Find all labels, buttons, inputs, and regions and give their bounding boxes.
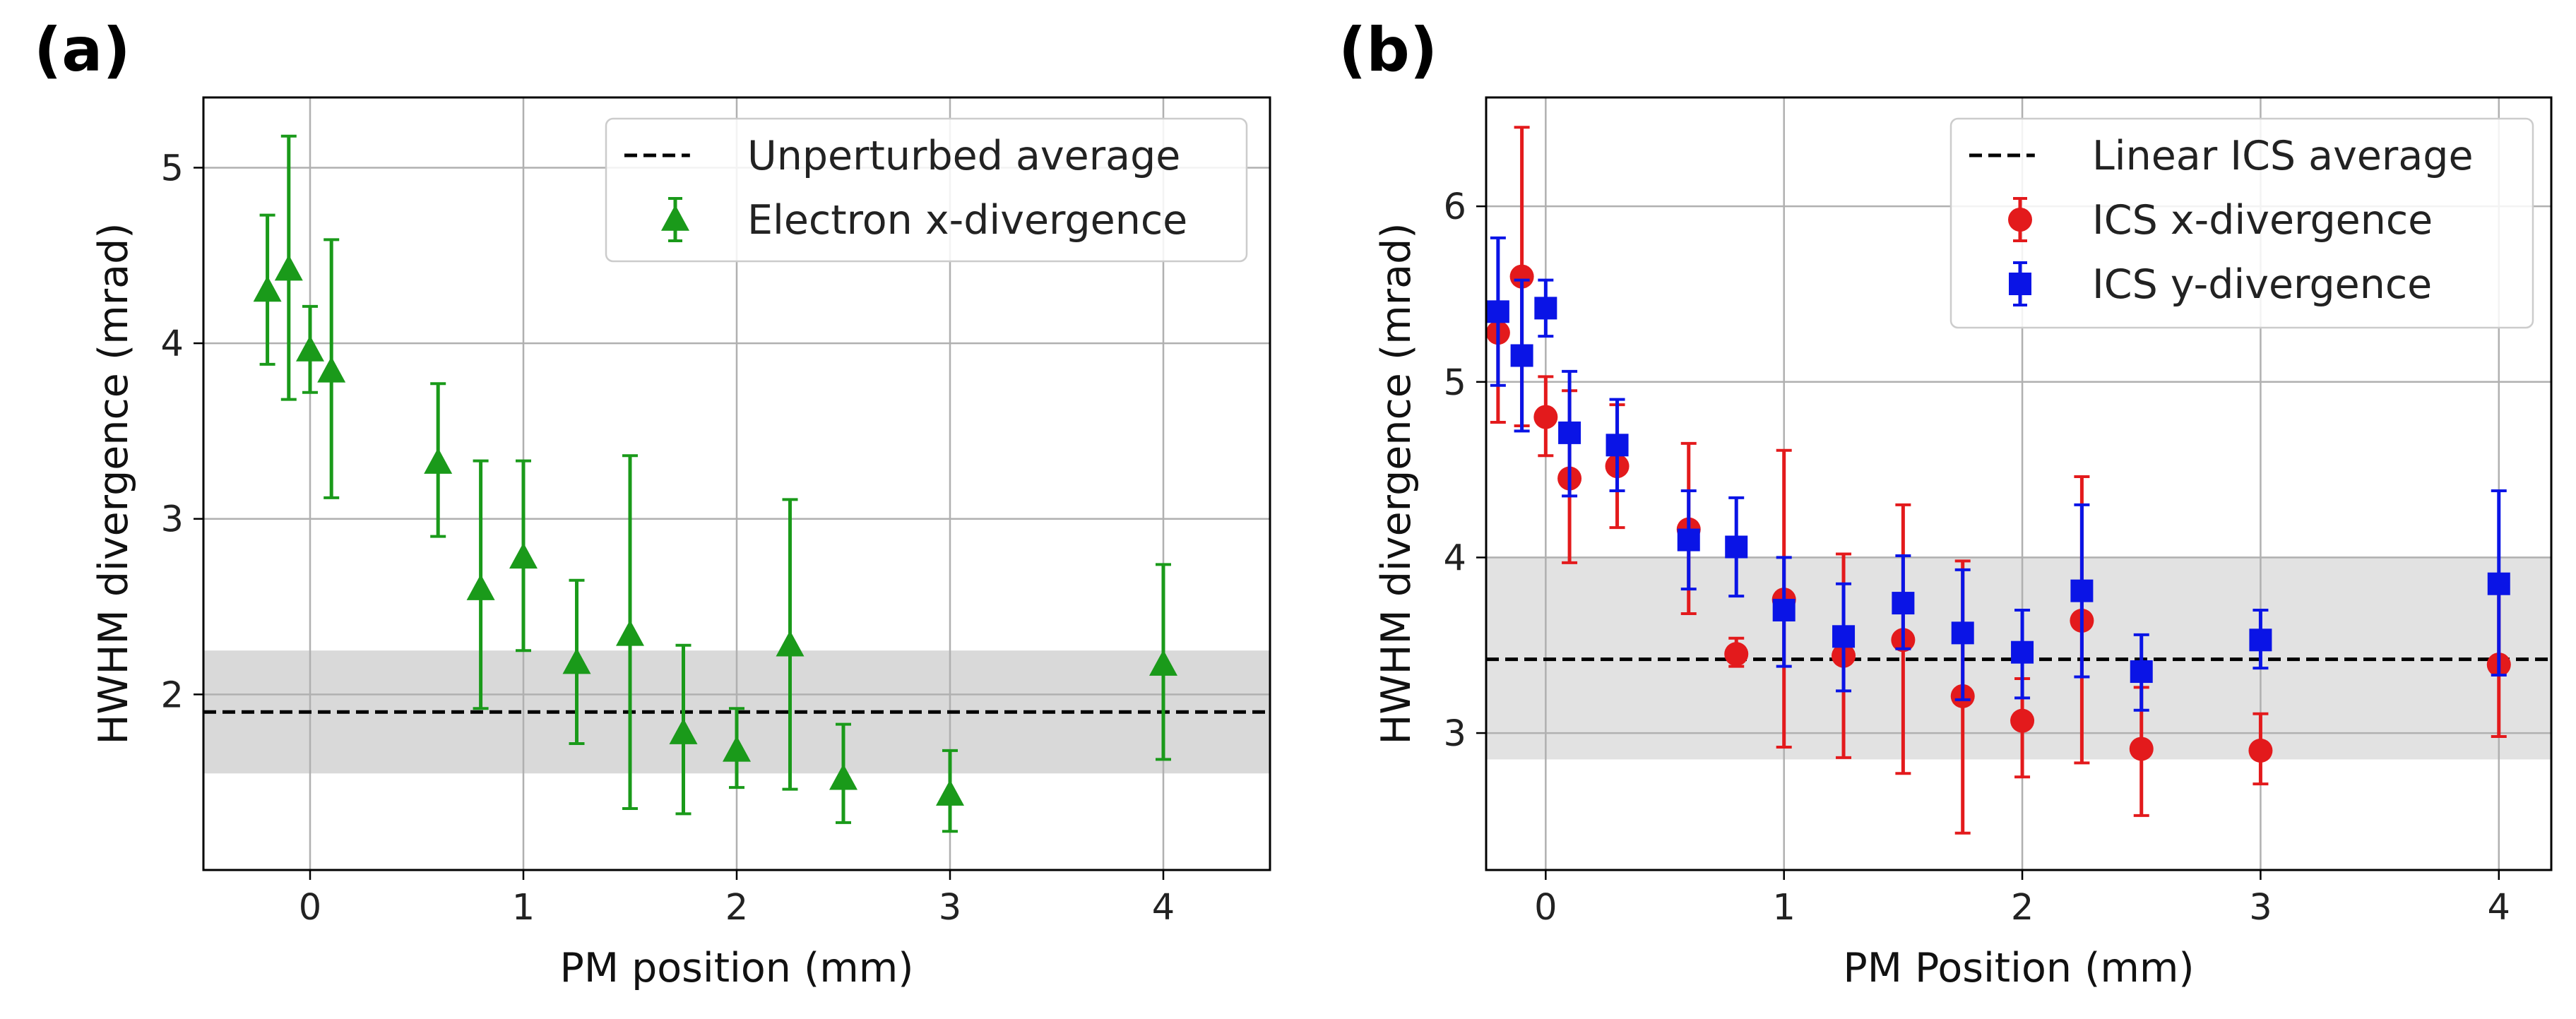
panel-a-legend: Unperturbed average Electron x-divergence: [605, 117, 1248, 263]
panel-a-x-tick-label: 1: [512, 887, 535, 929]
panel-a-series-1: [253, 134, 1177, 833]
panel-a-data-point: [509, 542, 538, 569]
panel-b-y-tick-label: 4: [1444, 537, 1466, 579]
panel-b-data-point: [2249, 628, 2272, 652]
panel-b: (b) 0 1 2 3 4 3 4 5 6 Linear ICS average ICS x-di…: [1339, 15, 2553, 991]
panel-a-data: [253, 134, 1177, 833]
panel-b-axes-frame: [1485, 96, 2553, 871]
panel-b-data-point: [1510, 344, 1533, 367]
panel-b-legend-key-marker: [2009, 273, 2031, 295]
panel-b-x-axis-label: PM Position (mm): [1843, 945, 2194, 991]
panel-b-legend-label-reference: Linear ICS average: [2092, 133, 2474, 179]
panel-a-data-point: [317, 356, 346, 383]
panel-a-data-point: [296, 335, 324, 362]
panel-b-series-2: [1486, 236, 2510, 712]
panel-b-data-point: [1892, 592, 1915, 615]
panel-a-legend-label-series-1: Electron x-divergence: [747, 197, 1187, 244]
panel-b-legend-label-series-2: ICS y-divergence: [2092, 261, 2432, 308]
panel-a-data-point: [274, 254, 303, 281]
panel-b-y-axis-label: HWHM divergence (mrad): [1373, 222, 1420, 744]
panel-b-legend: Linear ICS average ICS x-divergence ICS y-…: [1949, 117, 2534, 329]
panel-b-data: [1485, 126, 2511, 835]
panel-a-data-point: [562, 648, 591, 674]
panel-b-data-point: [1509, 264, 1534, 289]
panel-b-legend-label-series-1: ICS x-divergence: [2092, 197, 2433, 244]
panel-a-data-point: [776, 630, 805, 657]
panel-a-y-tick-label: 5: [161, 148, 184, 189]
panel-a-y-tick-label: 4: [161, 323, 184, 365]
panel-b-data-point: [1832, 625, 1856, 648]
panel-b-data-point: [2487, 572, 2510, 595]
panel-a-y-axis-label: HWHM divergence (mrad): [90, 222, 137, 744]
panel-a-data-point: [829, 763, 857, 790]
panel-a-data-point: [466, 574, 495, 600]
panel-b-data-point: [1533, 405, 1558, 429]
panel-a-legend-label-reference: Unperturbed average: [747, 133, 1180, 179]
panel-b-x-tick-label: 0: [1534, 887, 1557, 929]
panel-a-data-point: [669, 718, 698, 744]
panel-a-data-point: [253, 275, 282, 302]
panel-a-data-point: [616, 619, 644, 646]
panel-b-data-point: [2130, 660, 2153, 684]
panel-b-legend-key-marker: [2008, 208, 2032, 232]
panel-a: (a) 0 1 2 3 4 2 3 4 5 Unperturbed average Electro…: [34, 15, 1271, 991]
panel-b-data-point: [2129, 737, 2154, 761]
panel-b-x-tick-label: 3: [2249, 887, 2272, 929]
panel-b-axes: 0 1 2 3 4 3 4 5 6: [1444, 96, 2553, 929]
panel-a-axes-frame: [202, 96, 1271, 871]
panel-a-data-point: [424, 448, 453, 474]
panel-a-x-tick-label: 3: [939, 887, 961, 929]
panel-b-data-point: [1558, 421, 1581, 444]
panel-a-legend-key-marker: [661, 205, 689, 231]
panel-b-y-tick-label: 5: [1444, 362, 1466, 404]
panel-b-data-point: [1534, 297, 1557, 320]
panel-b-data-point: [1677, 528, 1700, 552]
panel-b-data-point: [2011, 640, 2034, 664]
panel-b-data-point: [1772, 599, 1796, 622]
panel-a-y-tick-label: 2: [161, 674, 184, 716]
panel-b-label: (b): [1339, 15, 1437, 85]
panel-a-x-tick-label: 2: [725, 887, 748, 929]
panel-b-data-point: [1951, 621, 1974, 645]
panel-a-x-tick-label: 4: [1152, 887, 1175, 929]
panel-b-x-tick-label: 2: [2011, 887, 2034, 929]
panel-a-x-tick-label: 0: [299, 887, 321, 929]
panel-a-y-tick-label: 3: [161, 499, 184, 541]
panel-a-data-point: [1149, 650, 1177, 676]
panel-b-data-point: [1725, 535, 1748, 559]
panel-a-legend-box: [605, 117, 1248, 263]
panel-a-data-point: [936, 780, 964, 806]
panel-b-legend-box: [1949, 117, 2534, 329]
panel-b-data-point: [1605, 434, 1629, 457]
panel-b-data-point: [2010, 708, 2035, 733]
panel-b-x-tick-label: 4: [2488, 887, 2510, 929]
panel-a-data-point: [723, 735, 751, 762]
panel-a-axes: 0 1 2 3 4 2 3 4 5: [161, 96, 1271, 929]
panel-b-data-point: [1724, 642, 1749, 667]
panel-b-data-point: [2070, 579, 2094, 602]
panel-b-data-point: [2248, 738, 2273, 763]
panel-b-data-point: [1486, 300, 1509, 323]
panel-a-label: (a): [34, 15, 131, 85]
panel-a-x-axis-label: PM position (mm): [559, 945, 913, 991]
panel-b-y-tick-label: 3: [1444, 713, 1466, 755]
panel-b-y-tick-label: 6: [1444, 186, 1466, 228]
panel-b-x-tick-label: 1: [1772, 887, 1795, 929]
